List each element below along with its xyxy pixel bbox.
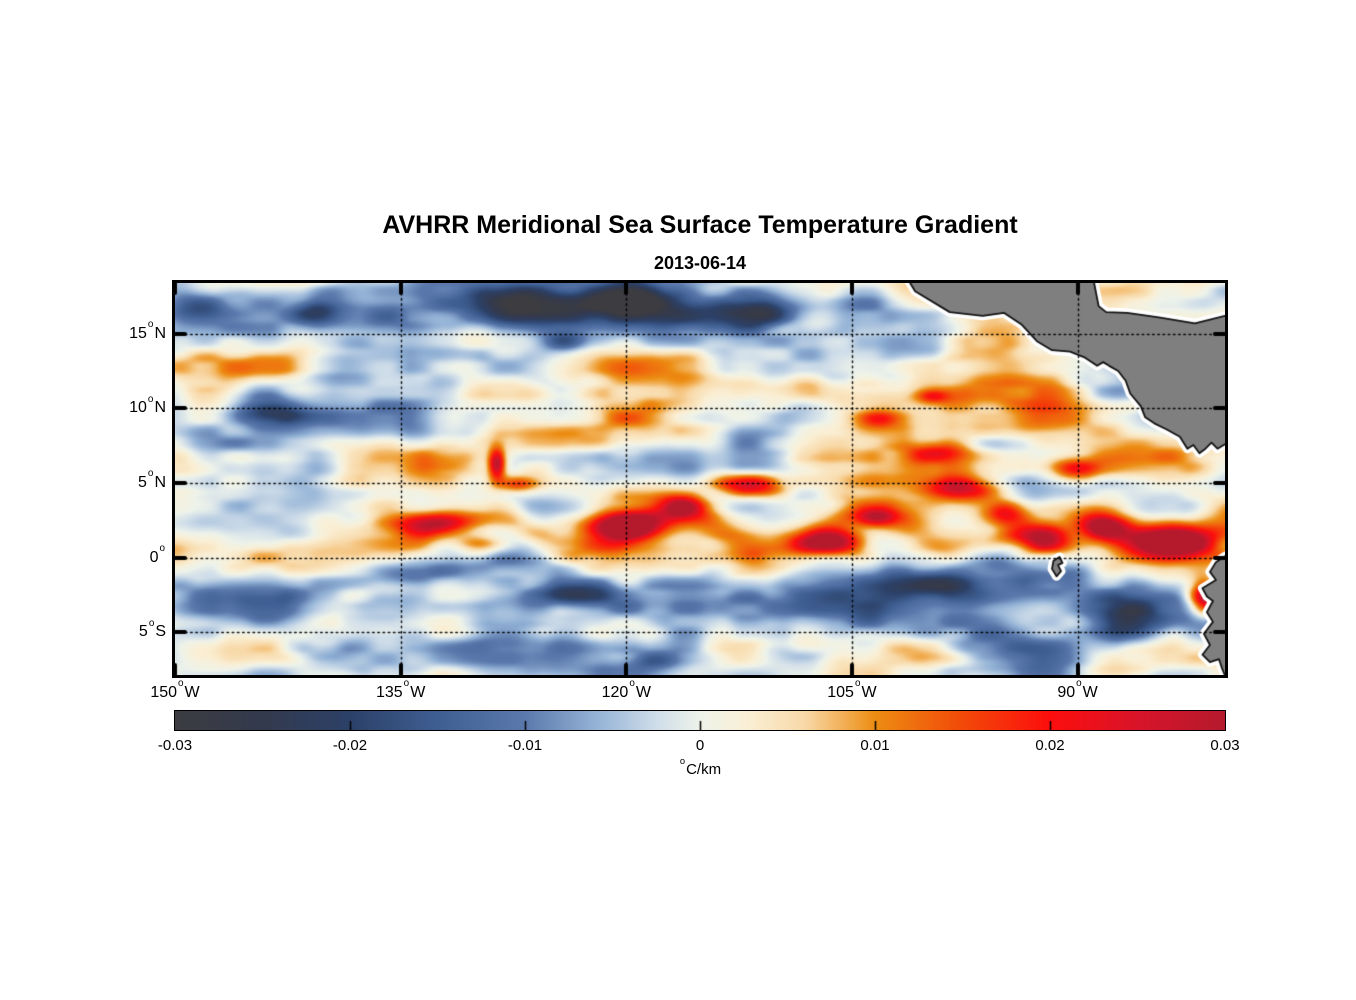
colorbar [174,710,1226,731]
colorbar-tick-label: -0.02 [332,737,368,754]
colorbar-tick-label: 0 [695,737,705,754]
y-tick-label: 0o [149,542,165,566]
colorbar-tick-label: 0.02 [1035,737,1065,754]
colorbar-unit-label: oC/km [679,755,722,778]
colorbar-canvas [175,711,1225,730]
x-tick-label: 90oW [1057,678,1098,701]
figure-date: 2013-06-14 [653,253,747,273]
x-tick-label: 135oW [375,678,426,701]
colorbar-tick-label: -0.01 [507,737,543,754]
y-tick-label: 5oN [138,468,166,492]
y-tick-label: 15oN [129,318,166,342]
x-tick-label: 150oW [150,678,200,701]
colorbar-tick-label: 0.01 [860,737,890,754]
figure-title: AVHRR Meridional Sea Surface Temperature… [382,211,1018,239]
colorbar-tick-label: 0.03 [1210,737,1240,754]
map-canvas [175,283,1225,675]
map-plot [172,280,1228,678]
y-tick-label: 5oS [138,617,166,641]
x-tick-label: 105oW [827,678,877,701]
y-tick-label: 10oN [129,393,166,417]
colorbar-tick-label: -0.03 [157,737,193,754]
x-tick-label: 120oW [601,678,651,701]
